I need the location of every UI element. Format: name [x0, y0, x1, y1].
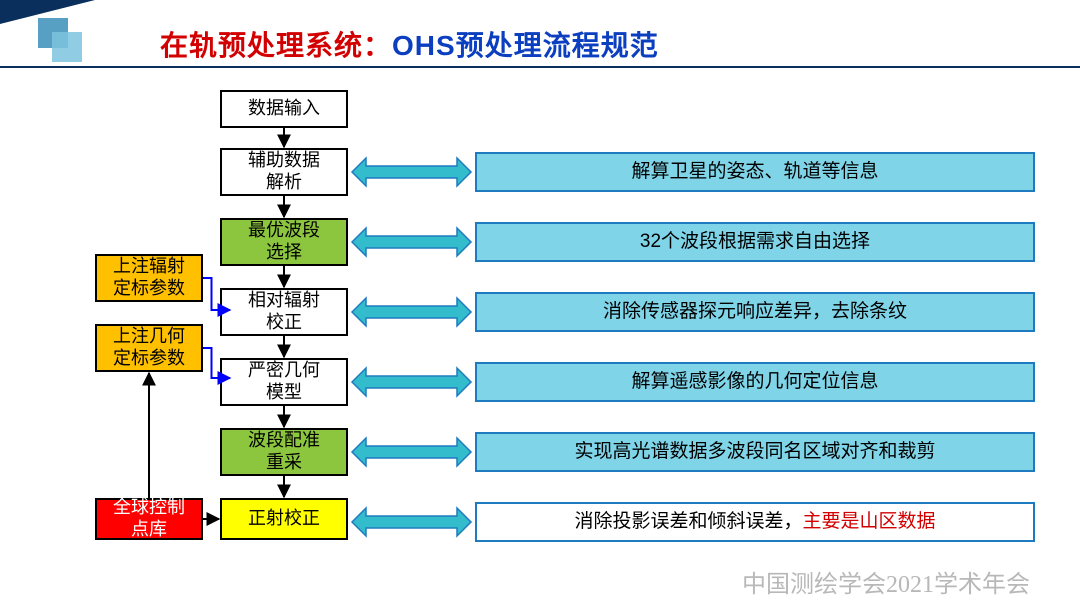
title-red: 在轨预处理系统： — [160, 30, 392, 61]
flow-node-l2: 上注几何定标参数 — [95, 324, 203, 372]
title-underline — [0, 66, 1080, 68]
desc-node-d1: 解算卫星的姿态、轨道等信息 — [475, 152, 1035, 192]
double-arrow-d5 — [352, 438, 471, 466]
desc-node-d5: 实现高光谱数据多波段同名区域对齐和裁剪 — [475, 432, 1035, 472]
flow-node-n4: 严密几何模型 — [220, 358, 348, 406]
desc-node-d2: 32个波段根据需求自由选择 — [475, 222, 1035, 262]
page-title: 在轨预处理系统：OHS预处理流程规范 — [160, 24, 659, 64]
flow-node-n1: 辅助数据解析 — [220, 148, 348, 196]
flow-node-n3: 相对辐射校正 — [220, 288, 348, 336]
flow-node-n6: 正射校正 — [220, 498, 348, 540]
flow-node-l3: 全球控制点库 — [95, 498, 203, 540]
desc-node-d6: 消除投影误差和倾斜误差，主要是山区数据 — [475, 502, 1035, 542]
flow-node-n5: 波段配准重采 — [220, 428, 348, 476]
double-arrow-d6 — [352, 508, 471, 536]
footer-text: 中国测绘学会2021学术年会 — [742, 564, 1030, 599]
double-arrow-d2 — [352, 228, 471, 256]
title-blue: OHS预处理流程规范 — [392, 30, 659, 61]
corner-decoration — [0, 0, 95, 72]
double-arrow-d4 — [352, 368, 471, 396]
desc-node-d4: 解算遥感影像的几何定位信息 — [475, 362, 1035, 402]
flow-node-l1: 上注辐射定标参数 — [95, 254, 203, 302]
flow-node-n2: 最优波段选择 — [220, 218, 348, 266]
double-arrow-d3 — [352, 298, 471, 326]
desc-node-d3: 消除传感器探元响应差异，去除条纹 — [475, 292, 1035, 332]
flow-node-n0: 数据输入 — [220, 90, 348, 128]
double-arrow-d1 — [352, 158, 471, 186]
